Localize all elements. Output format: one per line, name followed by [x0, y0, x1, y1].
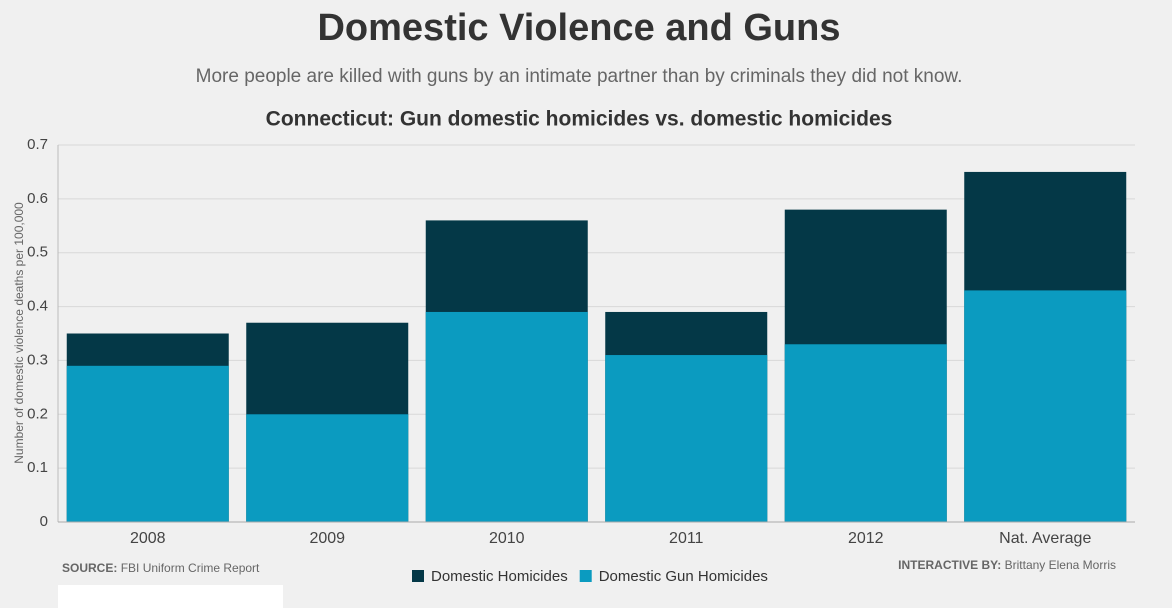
legend-swatch — [412, 570, 424, 582]
source: SOURCE: FBI Uniform Crime Report — [62, 561, 260, 575]
y-tick-label: 0.3 — [27, 351, 48, 368]
legend-label: Domestic Gun Homicides — [599, 568, 768, 585]
y-tick-label: 0.6 — [27, 190, 48, 207]
x-tick-label: 2008 — [130, 530, 166, 547]
blank-panel — [58, 585, 283, 608]
bar — [246, 414, 409, 522]
bar — [605, 355, 768, 522]
y-axis-label: Number of domestic violence deaths per 1… — [12, 202, 26, 464]
x-tick-label: 2010 — [489, 530, 525, 547]
legend-label: Domestic Homicides — [431, 568, 568, 585]
bar — [964, 290, 1127, 522]
credit-label: INTERACTIVE BY: — [898, 558, 1001, 572]
subtitle: More people are killed with guns by an i… — [196, 66, 963, 87]
credit: INTERACTIVE BY: Brittany Elena Morris — [898, 558, 1116, 572]
y-tick-label: 0 — [40, 513, 48, 530]
x-tick-label: 2011 — [669, 530, 704, 547]
source-label: SOURCE: — [62, 561, 117, 575]
bar — [66, 365, 229, 522]
x-tick-label: 2009 — [309, 530, 345, 547]
chart-title: Connecticut: Gun domestic homicides vs. … — [266, 108, 893, 131]
x-tick-label: 2012 — [848, 530, 884, 547]
x-tick-label: Nat. Average — [999, 530, 1091, 547]
source-text: FBI Uniform Crime Report — [121, 561, 260, 575]
y-tick-label: 0.5 — [27, 244, 48, 261]
bar — [425, 311, 588, 522]
y-tick-label: 0.1 — [27, 459, 48, 476]
bar — [784, 344, 947, 522]
y-tick-label: 0.4 — [27, 298, 48, 315]
page-title: Domestic Violence and Guns — [317, 7, 840, 49]
y-tick-label: 0.7 — [27, 136, 48, 153]
y-tick-label: 0.2 — [27, 405, 48, 422]
credit-text: Brittany Elena Morris — [1005, 558, 1116, 572]
legend-swatch — [579, 570, 592, 582]
